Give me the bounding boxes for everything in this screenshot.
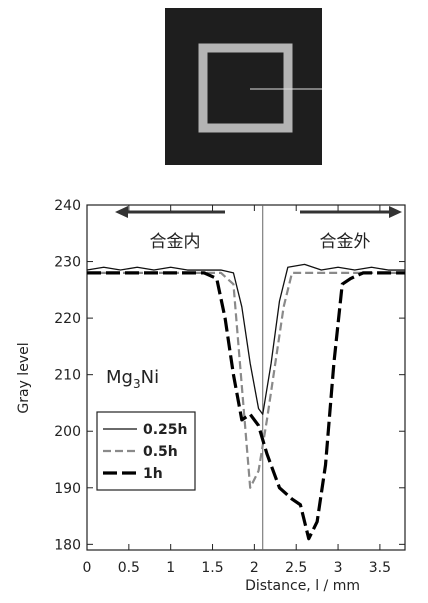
series-line — [86, 263, 405, 415]
annotation: 合金内 — [150, 232, 201, 252]
x-tick-label: 0.5 — [118, 560, 140, 576]
y-tick-label: 200 — [54, 424, 81, 440]
x-tick-label: 2 — [250, 560, 259, 576]
legend-label: 1h — [143, 466, 163, 482]
legend-label: 0.5h — [143, 444, 178, 460]
y-tick-label: 230 — [54, 255, 81, 271]
y-tick-label: 190 — [54, 481, 81, 497]
x-tick-label: 2.5 — [285, 560, 307, 576]
annotation: 合金外 — [320, 232, 371, 252]
legend-box — [96, 411, 196, 491]
x-tick-label: 0 — [83, 560, 92, 576]
compound-subscript: 3 — [133, 377, 141, 391]
specimen-image — [165, 8, 322, 165]
x-axis-label: Distance, l / mm — [245, 578, 360, 594]
y-tick-label: 240 — [54, 198, 81, 214]
compound-rest: Ni — [141, 367, 159, 388]
arrow-head — [115, 206, 128, 218]
y-tick-label: 180 — [54, 537, 81, 553]
y-tick-label: 220 — [54, 311, 81, 327]
y-tick-label: 210 — [54, 368, 81, 384]
compound-base: Mg — [106, 367, 133, 388]
x-tick-label: 1 — [166, 560, 175, 576]
arrow-head — [389, 206, 402, 218]
legend-label: 0.25h — [143, 422, 188, 438]
series-line — [87, 271, 405, 541]
compound-label: Mg3Ni — [106, 367, 159, 391]
x-tick-label: 1.5 — [201, 560, 223, 576]
x-tick-label: 3.5 — [369, 560, 391, 576]
plot-frame — [86, 204, 406, 551]
y-axis-label: Gray level — [16, 342, 32, 413]
x-tick-label: 3 — [334, 560, 343, 576]
